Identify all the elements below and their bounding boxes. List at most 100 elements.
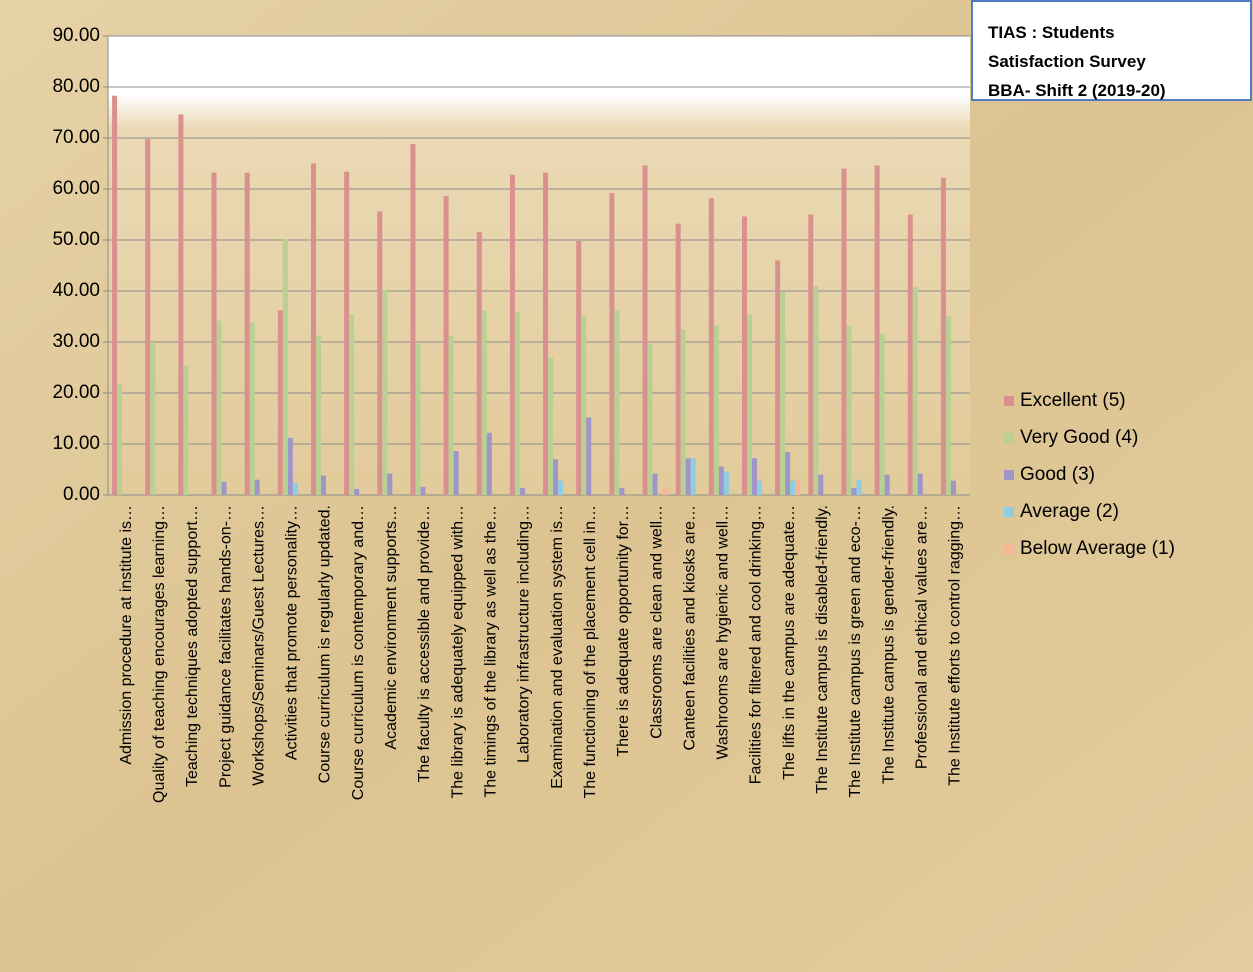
bar <box>287 437 293 495</box>
x-tick-label: The library is adequately equipped with… <box>449 505 466 799</box>
x-tick-label: Facilities for filtered and cool drinkin… <box>748 505 765 784</box>
bar <box>723 471 729 495</box>
bar <box>382 289 388 495</box>
bar <box>690 458 696 495</box>
bar <box>349 314 355 495</box>
x-tick-label: Academic environment supports… <box>383 505 400 750</box>
bar <box>718 466 724 495</box>
x-tick-label: Classrooms are clean and well… <box>648 505 665 739</box>
bar <box>211 172 217 495</box>
bar <box>548 357 554 495</box>
bar <box>481 310 487 495</box>
title-box <box>971 0 1252 101</box>
bar <box>216 320 222 495</box>
x-tick-label: The Institute campus is disabled-friendl… <box>814 505 831 794</box>
y-tick-label: 40.00 <box>52 280 100 301</box>
legend-label: Excellent (5) <box>1020 390 1126 411</box>
x-tick-label: The timings of the library as well as th… <box>482 505 499 798</box>
legend-label: Good (3) <box>1020 464 1095 485</box>
x-tick-label: Course curriculum is regularly updated. <box>317 505 334 783</box>
bar <box>311 163 316 495</box>
bar <box>509 174 515 495</box>
bar <box>856 479 862 495</box>
y-tick-label: 80.00 <box>52 76 100 97</box>
bar <box>321 475 326 495</box>
bar <box>619 487 625 495</box>
bar <box>680 329 686 495</box>
bar <box>410 144 416 495</box>
bar <box>775 260 781 495</box>
x-tick-label: The faculty is accessible and provide… <box>416 505 433 782</box>
legend-swatch <box>1004 433 1014 443</box>
x-tick-label: Washrooms are hygienic and well… <box>715 505 732 760</box>
bar <box>757 480 762 495</box>
bar <box>576 241 582 495</box>
legend-label: Very Good (4) <box>1020 427 1138 448</box>
bar <box>912 286 918 495</box>
bar <box>277 310 283 495</box>
bar <box>448 335 454 495</box>
bar <box>117 384 123 495</box>
bar <box>519 487 525 495</box>
bar <box>415 344 421 495</box>
bar <box>780 292 786 495</box>
bar <box>316 335 321 495</box>
bar <box>790 480 796 495</box>
x-tick-label: There is adequate opportunity for… <box>615 505 632 757</box>
bar <box>586 417 592 495</box>
bar <box>183 365 189 495</box>
x-tick-label: Canteen facilities and kiosks are… <box>681 505 698 750</box>
x-tick-label: The Institute efforts to control ragging… <box>947 505 964 786</box>
bar <box>387 473 393 495</box>
x-tick-label: Course curriculum is contemporary and… <box>350 505 367 800</box>
bar <box>662 486 668 495</box>
bar <box>675 223 681 495</box>
plot-area <box>108 36 970 495</box>
bar <box>344 171 350 495</box>
x-tick-label: Activities that promote personality… <box>284 505 301 760</box>
y-tick-label: 0.00 <box>63 484 100 505</box>
bar <box>282 238 288 496</box>
legend-swatch <box>1004 507 1014 517</box>
x-tick-label: Examination and evaluation system is… <box>549 505 566 789</box>
legend-swatch <box>1004 544 1014 554</box>
y-tick-label: 70.00 <box>52 127 100 148</box>
bar <box>420 486 426 495</box>
bar <box>486 432 492 495</box>
legend-swatch <box>1004 396 1014 406</box>
bar <box>581 315 587 495</box>
bar <box>178 114 184 495</box>
bar <box>818 474 824 495</box>
bar <box>846 325 852 495</box>
bar <box>453 451 459 495</box>
bar <box>553 459 559 495</box>
bar <box>685 458 691 495</box>
x-tick-label: The functioning of the placement cell in… <box>582 505 599 799</box>
bar <box>851 487 857 495</box>
bar <box>917 473 923 495</box>
bar <box>254 479 260 495</box>
bar <box>476 231 482 495</box>
bar <box>543 172 549 495</box>
x-tick-label: Laboratory infrastructure including… <box>516 505 533 763</box>
bar <box>874 165 880 496</box>
bar <box>221 481 227 495</box>
bar <box>808 214 814 495</box>
x-tick-label: The Institute campus is gender-friendly. <box>880 505 897 784</box>
bar <box>940 177 946 495</box>
bar <box>292 482 298 495</box>
bar <box>752 458 757 495</box>
bar <box>642 165 648 496</box>
x-tick-label: Admission procedure at institute is… <box>118 505 135 765</box>
bar <box>558 480 564 495</box>
bar <box>747 314 752 495</box>
bar <box>795 479 801 495</box>
bar <box>249 322 255 495</box>
legend-label: Below Average (1) <box>1020 538 1175 559</box>
y-tick-label: 50.00 <box>52 229 100 250</box>
bar <box>377 211 383 495</box>
bar <box>244 172 250 495</box>
x-tick-label: The lifts in the campus are adequate… <box>781 505 798 780</box>
chart-title: TIAS : Students Satisfaction Survey BBA- S… <box>988 23 1166 100</box>
x-tick-label: Quality of teaching encourages learning… <box>151 505 168 803</box>
